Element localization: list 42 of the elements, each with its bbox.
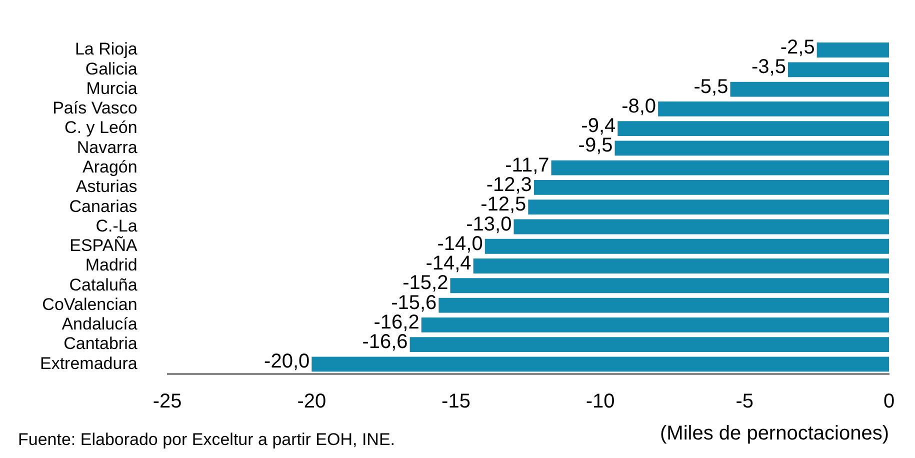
x-tick-label: 0: [883, 390, 895, 413]
y-tick-label: CoValencian: [42, 294, 138, 314]
data-label: -12,5: [480, 194, 526, 216]
y-tick-label: Navarra: [76, 138, 138, 157]
y-tick-label: Murcia: [86, 78, 138, 98]
y-tick-label: País Vasco: [52, 98, 138, 118]
x-tick-label: -5: [736, 390, 754, 413]
y-tick-label: Madrid: [85, 256, 138, 275]
data-label: -2,5: [780, 36, 815, 59]
y-tick-label: Cataluña: [69, 275, 138, 294]
y-tick-label: Galicia: [85, 59, 138, 78]
y-tick-label: Canarias: [69, 196, 138, 216]
data-label: -13,0: [466, 213, 512, 236]
data-label: -11,7: [505, 154, 550, 176]
y-tick-label: C.-La: [96, 216, 138, 236]
data-label: -16,6: [362, 331, 408, 354]
x-axis-title: (Miles de pernoctaciones): [660, 422, 889, 445]
x-tick-label: -25: [152, 390, 182, 413]
y-tick-label: Andalucía: [62, 314, 138, 334]
y-tick-label: La Rioja: [74, 40, 138, 59]
x-tick-label: -10: [586, 390, 615, 413]
data-label: -20,0: [264, 350, 310, 373]
data-label: -3,5: [751, 56, 786, 78]
data-label: -8,0: [622, 95, 656, 118]
data-label: -12,3: [486, 174, 532, 196]
y-tick-label: C. y León: [64, 118, 138, 138]
data-label: -14,0: [437, 232, 483, 255]
y-tick-label: Extremadura: [40, 354, 138, 373]
data-label: -5,5: [694, 76, 728, 98]
data-label: -9,5: [578, 134, 613, 157]
data-label: -16,2: [374, 311, 420, 334]
y-tick-label: Aragón: [82, 158, 138, 177]
data-label: -15,6: [391, 292, 437, 314]
x-tick-label: -15: [442, 390, 470, 413]
data-label: -9,4: [581, 115, 616, 138]
data-label: -14,4: [426, 252, 472, 275]
y-tick-label: Asturias: [76, 177, 138, 196]
data-label: -15,2: [402, 272, 448, 294]
source-note: Fuente: Elaborado por Exceltur a partir EOH, INE.: [18, 430, 396, 450]
x-tick-label: -20: [297, 390, 326, 413]
y-tick-label: Cantabria: [64, 334, 138, 354]
y-tick-label: ESPAÑA: [70, 236, 138, 256]
